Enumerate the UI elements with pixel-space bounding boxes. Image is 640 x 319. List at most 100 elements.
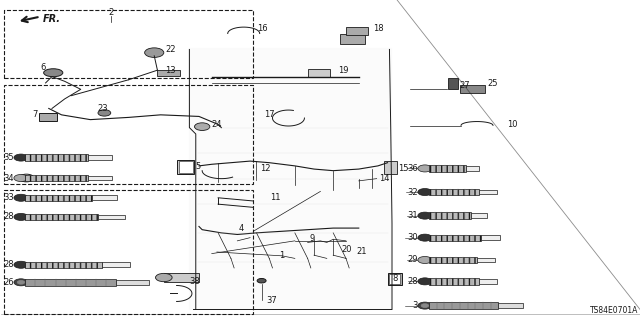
Ellipse shape [44, 69, 63, 77]
Bar [499, 303, 523, 308]
Circle shape [156, 273, 172, 282]
Bar [25, 195, 92, 201]
Bar [429, 278, 479, 285]
Bar [340, 34, 365, 44]
Bar [429, 302, 499, 309]
Circle shape [418, 165, 432, 172]
Text: 9: 9 [310, 234, 315, 243]
Circle shape [257, 278, 266, 283]
Bar [157, 70, 180, 76]
Bar [102, 263, 130, 267]
Text: 14: 14 [380, 174, 390, 183]
Text: 21: 21 [357, 247, 367, 256]
Circle shape [418, 234, 432, 241]
Circle shape [421, 304, 429, 308]
Bar [429, 212, 471, 219]
Circle shape [22, 176, 30, 180]
Text: 5: 5 [195, 162, 200, 171]
Bar [477, 258, 495, 262]
Text: 4: 4 [239, 224, 244, 233]
Text: 35: 35 [3, 153, 13, 162]
Bar [25, 262, 102, 268]
Bar [481, 235, 500, 240]
Bar [92, 196, 117, 200]
Text: 28: 28 [407, 277, 417, 286]
Text: FR.: FR. [42, 14, 60, 24]
Bar [116, 280, 148, 285]
Bar [39, 113, 57, 121]
Text: 30: 30 [407, 233, 417, 242]
Text: 24: 24 [212, 120, 222, 129]
Bar [4, 190, 253, 314]
Bar [346, 27, 369, 35]
Text: 28: 28 [3, 260, 13, 269]
Bar [390, 274, 399, 284]
Bar [164, 273, 199, 282]
Circle shape [14, 154, 28, 161]
Text: TS84E0701A: TS84E0701A [590, 306, 639, 315]
Circle shape [195, 123, 210, 130]
Text: 22: 22 [166, 45, 176, 54]
Bar [471, 213, 487, 218]
Bar [179, 161, 193, 173]
Text: 7: 7 [32, 110, 37, 119]
Bar [25, 214, 98, 220]
Text: 33: 33 [3, 193, 13, 202]
Text: 13: 13 [165, 66, 175, 75]
Text: 1: 1 [280, 251, 285, 260]
Bar [88, 176, 111, 180]
Bar [460, 85, 485, 93]
Text: 15: 15 [398, 164, 409, 173]
Circle shape [418, 302, 432, 309]
Text: 36: 36 [407, 164, 417, 173]
Text: 8: 8 [392, 274, 398, 283]
Text: 34: 34 [3, 174, 13, 182]
Bar [429, 257, 477, 263]
Bar [479, 279, 497, 284]
Circle shape [418, 212, 432, 219]
Circle shape [14, 279, 28, 286]
Bar [4, 10, 253, 78]
Text: 16: 16 [257, 24, 268, 33]
Circle shape [14, 174, 28, 182]
Bar [429, 165, 465, 172]
Text: 6: 6 [40, 63, 45, 72]
Bar [308, 69, 330, 77]
Circle shape [418, 278, 432, 285]
Text: 19: 19 [339, 66, 349, 75]
Text: 17: 17 [264, 110, 275, 119]
Bar [25, 175, 88, 181]
Text: 12: 12 [260, 164, 270, 173]
Text: 11: 11 [271, 193, 281, 202]
Bar [479, 190, 497, 194]
Text: 10: 10 [507, 120, 518, 129]
Bar [448, 78, 458, 89]
Bar [388, 273, 401, 285]
Circle shape [145, 48, 164, 57]
Bar [4, 85, 253, 184]
Bar [429, 189, 479, 195]
Text: 27: 27 [460, 81, 470, 90]
Text: 29: 29 [407, 256, 417, 264]
Text: 3: 3 [412, 301, 417, 310]
Bar [385, 161, 397, 174]
Bar [25, 279, 116, 286]
Text: 20: 20 [342, 245, 352, 254]
Text: 38: 38 [189, 278, 200, 286]
Polygon shape [189, 48, 391, 309]
Bar [429, 234, 481, 241]
Bar [177, 160, 195, 174]
Text: 32: 32 [407, 188, 417, 197]
Circle shape [98, 110, 111, 116]
Circle shape [418, 189, 432, 196]
Circle shape [14, 261, 28, 268]
Bar [25, 154, 88, 161]
Circle shape [418, 256, 432, 263]
Circle shape [17, 280, 25, 284]
Text: 28: 28 [3, 212, 13, 221]
Circle shape [14, 213, 28, 220]
Bar [88, 155, 111, 160]
Circle shape [14, 194, 28, 201]
Text: 31: 31 [407, 211, 417, 220]
Text: 37: 37 [267, 296, 278, 305]
